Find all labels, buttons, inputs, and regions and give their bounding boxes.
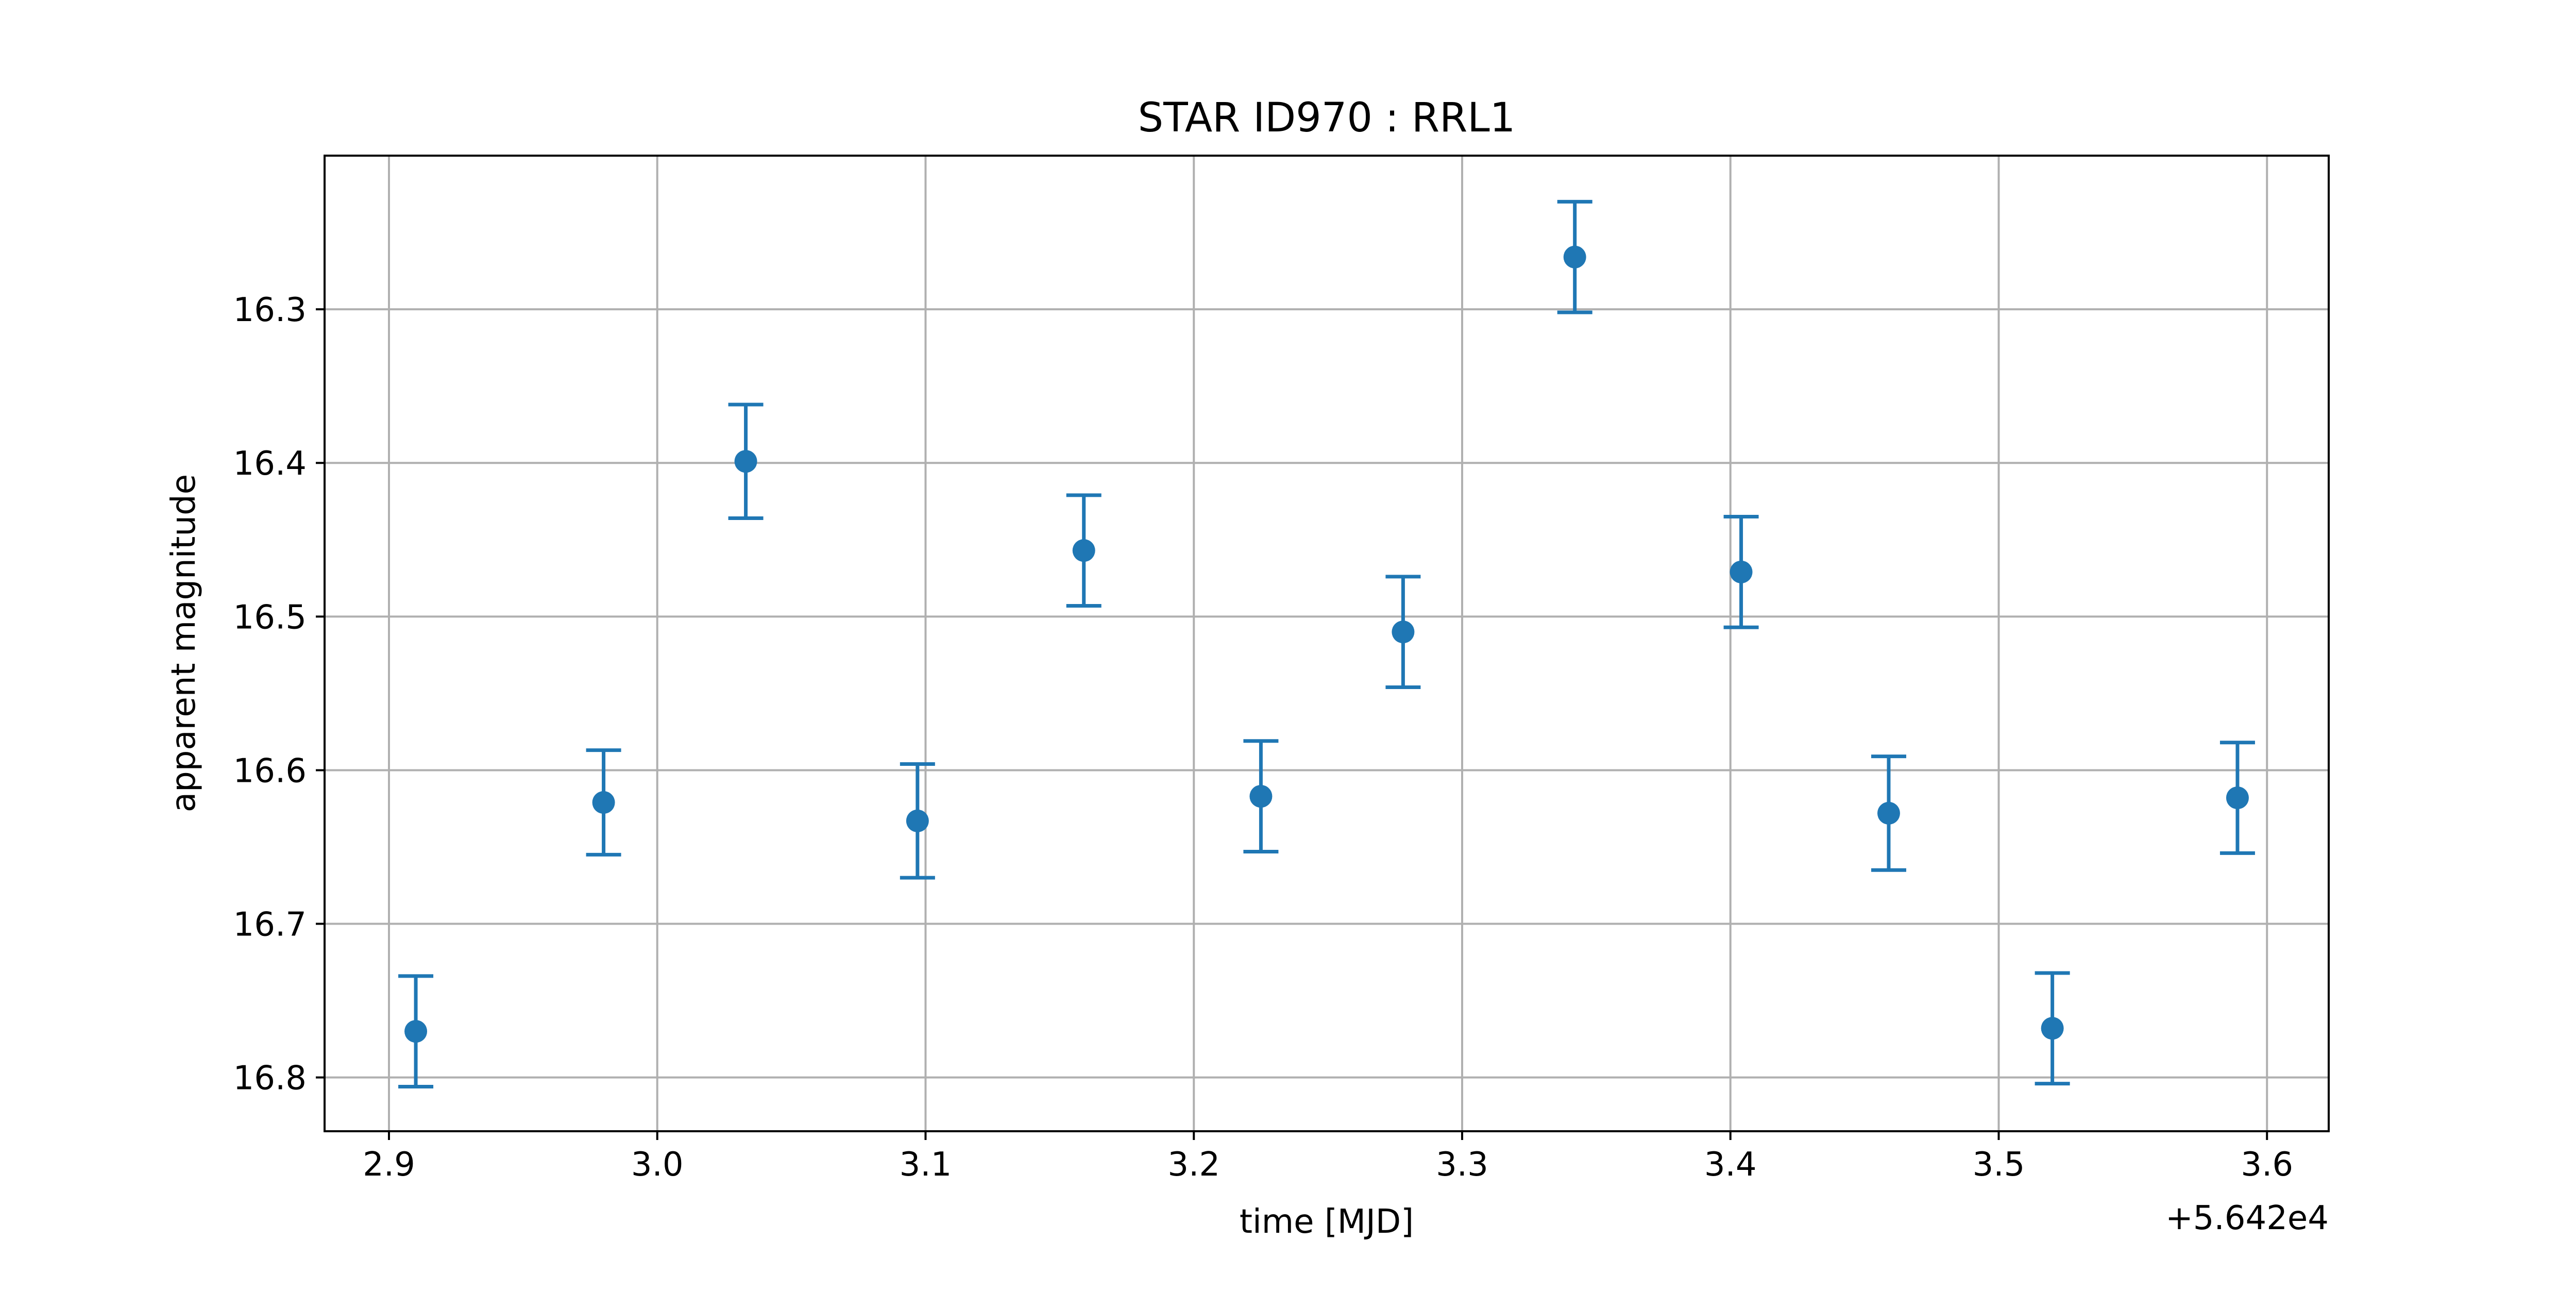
x-tick-label: 3.1 bbox=[900, 1146, 952, 1184]
x-axis-offset-label: +5.642e4 bbox=[2165, 1199, 2329, 1237]
data-point bbox=[734, 450, 757, 473]
data-point bbox=[404, 1020, 428, 1043]
plot-frame bbox=[324, 155, 2330, 1132]
x-axis-label: time [MJD] bbox=[1240, 1203, 1414, 1241]
y-tick-label: 16.8 bbox=[233, 1060, 307, 1098]
ticks-layer: 2.9 3.0 3.1 3.2 3.3 3.4 3.5 3.6 16.3 16.4 16.5 16.6… bbox=[233, 291, 2294, 1184]
y-tick-label: 16.4 bbox=[233, 445, 307, 483]
x-tick-label: 3.3 bbox=[1436, 1146, 1488, 1184]
data-point bbox=[1730, 560, 1753, 583]
data-point bbox=[906, 809, 929, 832]
data-point bbox=[1877, 801, 1900, 825]
data-point bbox=[592, 791, 615, 814]
x-tick-label: 3.0 bbox=[631, 1146, 684, 1184]
y-axis-label: apparent magnitude bbox=[165, 474, 203, 812]
x-tick-label: 3.5 bbox=[1973, 1146, 2025, 1184]
y-tick-label: 16.7 bbox=[233, 906, 307, 944]
y-tick-label: 16.5 bbox=[233, 598, 307, 636]
data-point bbox=[1249, 785, 1273, 808]
data-point bbox=[2226, 786, 2249, 810]
data-point bbox=[2041, 1017, 2064, 1040]
x-tick-label: 3.4 bbox=[1704, 1146, 1757, 1184]
grid-layer bbox=[325, 156, 2329, 1131]
x-tick-label: 2.9 bbox=[363, 1146, 415, 1184]
y-tick-label: 16.6 bbox=[233, 752, 307, 790]
x-tick-label: 3.6 bbox=[2241, 1146, 2293, 1184]
y-tick-label: 16.3 bbox=[233, 291, 307, 329]
data-point bbox=[1392, 621, 1415, 644]
data-point bbox=[1072, 539, 1095, 562]
x-tick-label: 3.2 bbox=[1167, 1146, 1220, 1184]
data-point bbox=[1563, 245, 1586, 269]
chart-title: STAR ID970 : RRL1 bbox=[1138, 95, 1516, 141]
data-points-layer bbox=[398, 199, 2255, 1089]
